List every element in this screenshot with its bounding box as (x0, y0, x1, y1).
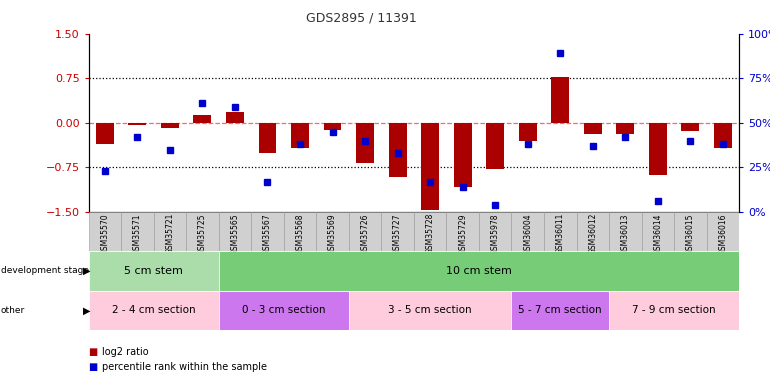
Bar (349, 212, 381, 251)
Text: GSM35721: GSM35721 (166, 213, 174, 254)
Bar (283, 212, 316, 251)
Text: GSM36012: GSM36012 (588, 213, 598, 254)
Text: GSM35726: GSM35726 (360, 213, 370, 255)
Text: GSM35725: GSM35725 (198, 213, 207, 255)
Text: ▶: ▶ (83, 305, 91, 315)
Bar (609, 291, 739, 330)
Bar (519, 123, 537, 141)
Bar (707, 212, 739, 251)
Text: GSM35570: GSM35570 (100, 213, 109, 255)
Text: GSM36016: GSM36016 (718, 213, 728, 255)
Text: GSM35727: GSM35727 (393, 213, 402, 255)
Text: percentile rank within the sample: percentile rank within the sample (102, 362, 267, 372)
Text: 2 - 4 cm section: 2 - 4 cm section (112, 305, 196, 315)
Bar (381, 212, 414, 251)
Bar (357, 123, 374, 163)
Text: GSM36004: GSM36004 (524, 213, 532, 255)
Text: 5 cm stem: 5 cm stem (124, 266, 183, 276)
Bar (154, 212, 186, 251)
Bar (544, 212, 577, 251)
Bar (649, 123, 667, 175)
Bar (96, 123, 114, 144)
Text: GSM35571: GSM35571 (133, 213, 142, 255)
Bar (161, 123, 179, 128)
Text: GSM35567: GSM35567 (263, 213, 272, 255)
Bar (219, 291, 349, 330)
Bar (551, 76, 569, 123)
Text: GDS2895 / 11391: GDS2895 / 11391 (306, 11, 417, 24)
Bar (511, 212, 544, 251)
Bar (219, 251, 739, 291)
Bar (714, 123, 732, 148)
Text: GSM35728: GSM35728 (426, 213, 434, 254)
Bar (584, 123, 601, 134)
Text: GSM36014: GSM36014 (654, 213, 662, 255)
Bar (259, 123, 276, 153)
Bar (511, 291, 609, 330)
Text: GSM36011: GSM36011 (556, 213, 564, 254)
Bar (454, 123, 471, 187)
Bar (186, 212, 219, 251)
Text: ■: ■ (89, 362, 98, 372)
Text: development stage: development stage (1, 266, 89, 275)
Bar (349, 291, 511, 330)
Bar (487, 123, 504, 169)
Bar (609, 212, 641, 251)
Text: GSM35569: GSM35569 (328, 213, 337, 255)
Text: GSM35568: GSM35568 (296, 213, 304, 255)
Text: GSM36015: GSM36015 (686, 213, 695, 255)
Text: 0 - 3 cm section: 0 - 3 cm section (242, 305, 326, 315)
Bar (414, 212, 447, 251)
Text: other: other (1, 306, 25, 315)
Text: ▶: ▶ (83, 266, 91, 276)
Bar (129, 123, 146, 125)
Bar (681, 123, 699, 130)
Bar (251, 212, 283, 251)
Text: GSM35729: GSM35729 (458, 213, 467, 255)
Bar (675, 212, 707, 251)
Bar (389, 123, 407, 177)
Bar (89, 212, 121, 251)
Bar (641, 212, 675, 251)
Text: log2 ratio: log2 ratio (102, 346, 149, 357)
Text: 10 cm stem: 10 cm stem (446, 266, 512, 276)
Bar (291, 123, 309, 148)
Bar (323, 123, 341, 130)
Bar (219, 212, 251, 251)
Bar (193, 115, 211, 123)
Bar (617, 123, 634, 134)
Text: 5 - 7 cm section: 5 - 7 cm section (518, 305, 602, 315)
Text: ■: ■ (89, 346, 98, 357)
Text: GSM35565: GSM35565 (230, 213, 239, 255)
Bar (421, 123, 439, 210)
Text: 3 - 5 cm section: 3 - 5 cm section (388, 305, 472, 315)
Bar (121, 212, 154, 251)
Bar (577, 212, 609, 251)
Bar (226, 112, 244, 123)
Text: GSM36013: GSM36013 (621, 213, 630, 255)
Bar (89, 291, 219, 330)
Text: GSM35978: GSM35978 (490, 213, 500, 255)
Bar (447, 212, 479, 251)
Bar (479, 212, 511, 251)
Bar (89, 251, 219, 291)
Text: 7 - 9 cm section: 7 - 9 cm section (632, 305, 716, 315)
Bar (316, 212, 349, 251)
